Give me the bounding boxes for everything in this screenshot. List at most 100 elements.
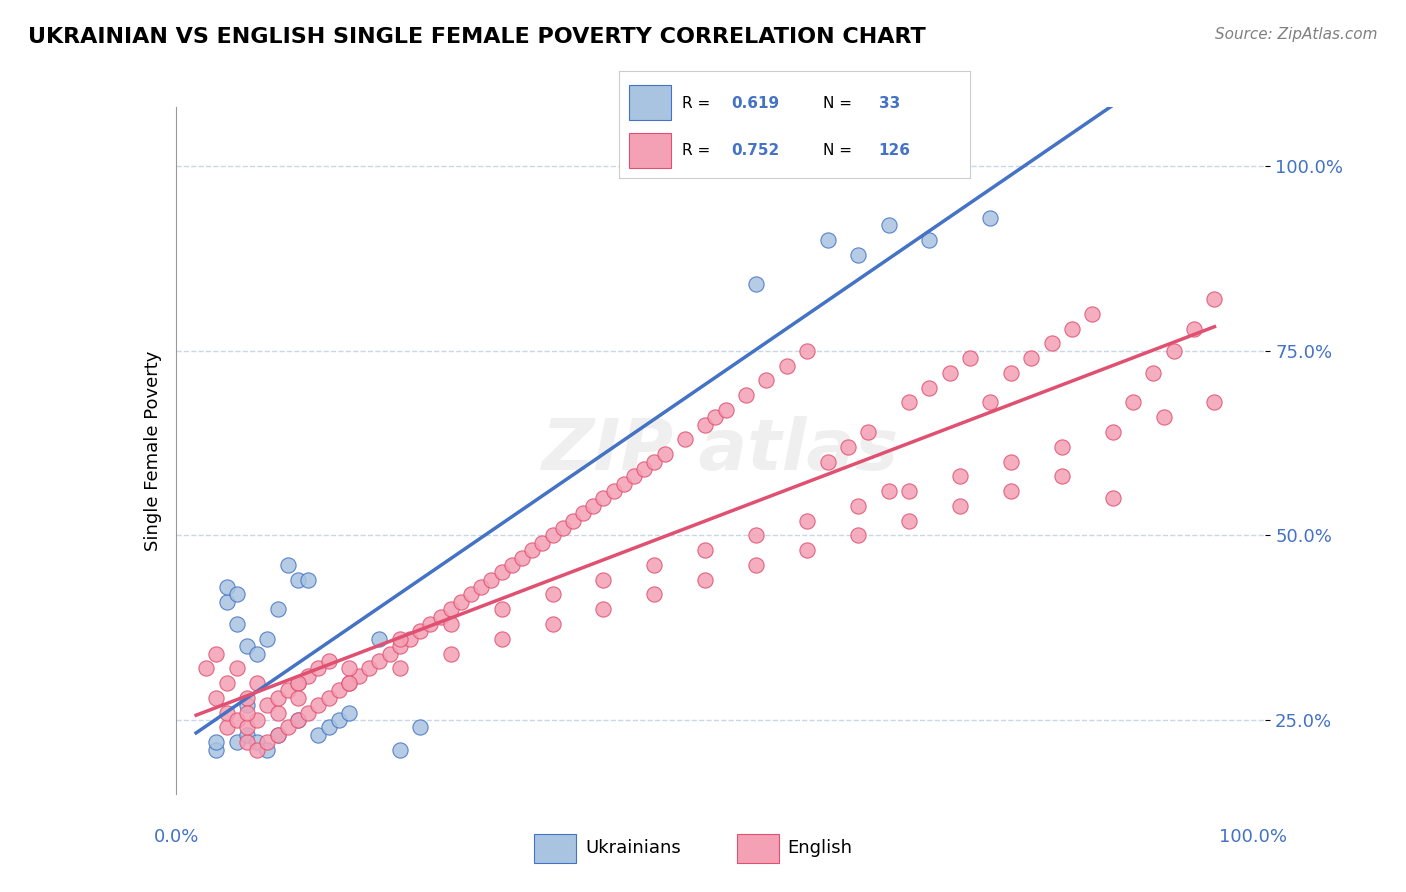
Point bbox=[979, 211, 1001, 225]
Point bbox=[215, 676, 238, 690]
Text: 0.0%: 0.0% bbox=[155, 828, 200, 846]
Point bbox=[236, 698, 259, 713]
Point bbox=[236, 720, 259, 734]
Point bbox=[796, 343, 818, 358]
Point bbox=[256, 632, 278, 646]
Point bbox=[776, 359, 799, 373]
Point bbox=[215, 595, 238, 609]
Point bbox=[307, 698, 329, 713]
Point bbox=[328, 683, 350, 698]
Point bbox=[246, 735, 269, 749]
Point bbox=[256, 735, 278, 749]
Point bbox=[236, 735, 259, 749]
Point bbox=[297, 669, 319, 683]
Point bbox=[378, 647, 401, 661]
Point bbox=[837, 440, 859, 454]
Point bbox=[368, 632, 391, 646]
Point bbox=[205, 742, 228, 756]
Point bbox=[236, 639, 259, 653]
Point bbox=[277, 720, 299, 734]
Text: ZIP atlas: ZIP atlas bbox=[541, 416, 900, 485]
Text: R =: R = bbox=[682, 96, 716, 111]
Point bbox=[287, 676, 309, 690]
Point bbox=[1081, 307, 1104, 321]
Point bbox=[592, 602, 614, 616]
Point bbox=[623, 469, 645, 483]
Point bbox=[735, 388, 758, 402]
Point bbox=[561, 514, 583, 528]
Point bbox=[266, 728, 288, 742]
Point bbox=[236, 706, 259, 720]
Point bbox=[1204, 292, 1226, 306]
Point bbox=[225, 617, 247, 632]
Text: Source: ZipAtlas.com: Source: ZipAtlas.com bbox=[1215, 27, 1378, 42]
Point bbox=[1000, 366, 1022, 380]
Point bbox=[1040, 336, 1063, 351]
Point bbox=[695, 573, 717, 587]
Point bbox=[582, 499, 605, 513]
Point bbox=[266, 690, 288, 705]
FancyBboxPatch shape bbox=[630, 134, 672, 168]
Text: 0.619: 0.619 bbox=[731, 96, 779, 111]
Point bbox=[858, 425, 880, 439]
Point bbox=[337, 676, 360, 690]
Point bbox=[602, 484, 624, 499]
Point bbox=[1142, 366, 1164, 380]
Point bbox=[1153, 410, 1175, 425]
Point bbox=[225, 713, 247, 727]
Point bbox=[1101, 425, 1123, 439]
Point bbox=[287, 690, 309, 705]
Point bbox=[440, 602, 463, 616]
Point bbox=[745, 528, 768, 542]
Point bbox=[419, 617, 441, 632]
Point bbox=[266, 728, 288, 742]
Point bbox=[1182, 321, 1205, 335]
Point bbox=[337, 706, 360, 720]
Point bbox=[409, 720, 432, 734]
Point bbox=[796, 514, 818, 528]
Text: N =: N = bbox=[823, 96, 856, 111]
Point bbox=[745, 277, 768, 292]
Point bbox=[337, 661, 360, 675]
Point bbox=[205, 735, 228, 749]
Point bbox=[695, 543, 717, 558]
FancyBboxPatch shape bbox=[534, 834, 576, 863]
Point bbox=[745, 558, 768, 572]
Point bbox=[388, 661, 411, 675]
Point bbox=[297, 573, 319, 587]
Point bbox=[399, 632, 422, 646]
Point bbox=[817, 454, 839, 468]
Point bbox=[938, 366, 960, 380]
FancyBboxPatch shape bbox=[630, 86, 672, 120]
Point bbox=[246, 647, 269, 661]
Point bbox=[450, 595, 472, 609]
Point bbox=[409, 624, 432, 639]
Point bbox=[307, 728, 329, 742]
Point bbox=[347, 669, 370, 683]
Point bbox=[429, 609, 451, 624]
Point bbox=[522, 543, 544, 558]
Text: English: English bbox=[787, 839, 852, 857]
Point bbox=[256, 742, 278, 756]
Point bbox=[949, 469, 972, 483]
Point bbox=[225, 661, 247, 675]
Point bbox=[1050, 469, 1073, 483]
Point bbox=[1000, 484, 1022, 499]
Point bbox=[266, 706, 288, 720]
Point bbox=[796, 543, 818, 558]
Point bbox=[318, 654, 340, 668]
Point bbox=[918, 381, 941, 395]
Point bbox=[541, 617, 564, 632]
Point bbox=[236, 690, 259, 705]
Point bbox=[287, 573, 309, 587]
Text: N =: N = bbox=[823, 143, 856, 158]
Point bbox=[846, 248, 869, 262]
Point bbox=[205, 647, 228, 661]
Point bbox=[531, 535, 554, 549]
Point bbox=[1204, 395, 1226, 409]
Point bbox=[1050, 440, 1073, 454]
Point bbox=[1101, 491, 1123, 506]
Point bbox=[297, 706, 319, 720]
Point bbox=[481, 573, 503, 587]
Point bbox=[846, 528, 869, 542]
